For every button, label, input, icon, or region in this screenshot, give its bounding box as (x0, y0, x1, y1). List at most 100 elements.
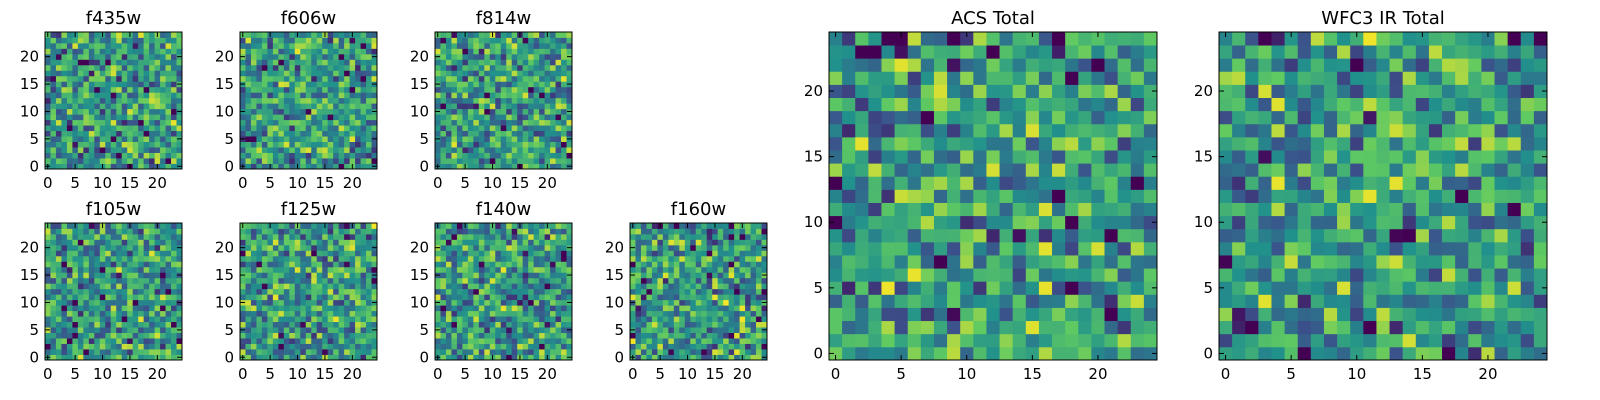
heatmap-cell (72, 125, 79, 132)
heatmap-cell (522, 288, 529, 295)
heatmap-cell (723, 250, 730, 257)
heatmap-cell (1104, 176, 1119, 190)
heatmap-cell (894, 202, 909, 217)
heatmap-cell (267, 255, 274, 262)
heatmap-cell (278, 277, 285, 284)
heatmap-cell (272, 92, 279, 99)
heatmap-cell (566, 305, 573, 312)
heatmap-cell (143, 239, 150, 246)
heatmap-cell (110, 266, 117, 273)
heatmap-cell (349, 305, 356, 312)
heatmap-cell (267, 250, 274, 257)
heatmap-cell (99, 299, 106, 306)
heatmap-cell (305, 141, 312, 148)
heatmap-cell (371, 266, 378, 273)
heatmap-cell (668, 305, 675, 312)
heatmap-cell (467, 343, 474, 350)
heatmap-cell (1038, 320, 1053, 335)
heatmap-cell (45, 42, 51, 49)
heatmap-cell (160, 147, 166, 153)
heatmap-cell (366, 158, 372, 164)
heatmap-cell (684, 294, 691, 301)
heatmap-cell (245, 299, 252, 306)
x-tick-label: 10 (93, 174, 112, 192)
heatmap-cell (690, 288, 697, 295)
heatmap-cell (506, 136, 513, 142)
heatmap-cell (344, 53, 350, 60)
heatmap-cell (94, 250, 101, 257)
heatmap-cell (462, 272, 469, 279)
heatmap-cell (333, 277, 340, 284)
heatmap-cell (349, 114, 356, 121)
heatmap-cell (327, 277, 334, 284)
heatmap-cell (322, 288, 329, 295)
heatmap-cell (456, 103, 463, 110)
heatmap-cell (105, 32, 112, 38)
heatmap-cell (132, 42, 139, 49)
heatmap-cell (706, 250, 713, 257)
heatmap-cell (1012, 163, 1027, 177)
heatmap-cell (489, 299, 496, 306)
heatmap-cell (473, 59, 480, 66)
heatmap-cell (88, 114, 95, 121)
heatmap-cell (72, 294, 79, 301)
heatmap-cell (344, 310, 350, 317)
heatmap-cell (657, 316, 664, 323)
heatmap-cell (305, 244, 312, 251)
heatmap-cell (566, 42, 573, 49)
heatmap-cell (528, 32, 535, 38)
heatmap-cell (261, 305, 268, 312)
heatmap-cell (467, 158, 474, 164)
heatmap-cell (338, 125, 345, 132)
heatmap-cell (305, 266, 312, 273)
heatmap-cell (344, 294, 350, 301)
heatmap-cell (566, 338, 573, 344)
heatmap-cell (734, 354, 740, 361)
heatmap-cell (116, 125, 123, 132)
heatmap-cell (881, 150, 895, 164)
heatmap-cell (45, 147, 51, 153)
heatmap-cell (673, 310, 680, 317)
heatmap-cell (165, 147, 172, 153)
heatmap-cell (550, 48, 556, 55)
heatmap-cell (933, 320, 948, 335)
heatmap-cell (1091, 307, 1105, 322)
heatmap-cell (250, 108, 257, 115)
heatmap-cell (1143, 268, 1158, 282)
heatmap-cell (300, 250, 307, 257)
heatmap-cell (662, 239, 669, 246)
heatmap-cell (176, 310, 183, 317)
heatmap-cell (349, 261, 356, 268)
heatmap-cell (311, 108, 318, 115)
heatmap-cell (550, 261, 556, 268)
heatmap-cell (651, 354, 658, 361)
heatmap-cell (528, 223, 535, 229)
heatmap-cell (55, 288, 62, 295)
heatmap-cell (355, 48, 361, 55)
heatmap-cell (311, 64, 318, 71)
heatmap-cell (305, 81, 312, 88)
heatmap-cell (360, 283, 367, 290)
heatmap-cell (149, 64, 155, 71)
heatmap-cell (533, 97, 540, 104)
heatmap-cell (522, 125, 529, 132)
heatmap-cell (539, 108, 545, 115)
heatmap-cell (121, 244, 128, 251)
heatmap-cell (110, 305, 117, 312)
heatmap-cell (528, 272, 535, 279)
heatmap-cell (149, 37, 155, 44)
heatmap-cell (256, 86, 263, 93)
heatmap-cell (734, 255, 740, 262)
heatmap-cell (451, 81, 458, 88)
heatmap-cell (256, 48, 263, 55)
heatmap-cell (165, 244, 172, 251)
heatmap-cell (506, 152, 513, 159)
heatmap-cell (143, 136, 150, 142)
heatmap-cell (550, 321, 556, 328)
heatmap-cell (311, 42, 318, 49)
heatmap-cell (327, 272, 334, 279)
heatmap-cell (657, 228, 664, 235)
heatmap-cell (555, 136, 562, 142)
heatmap-cell (881, 281, 895, 295)
heatmap-cell (739, 266, 746, 273)
